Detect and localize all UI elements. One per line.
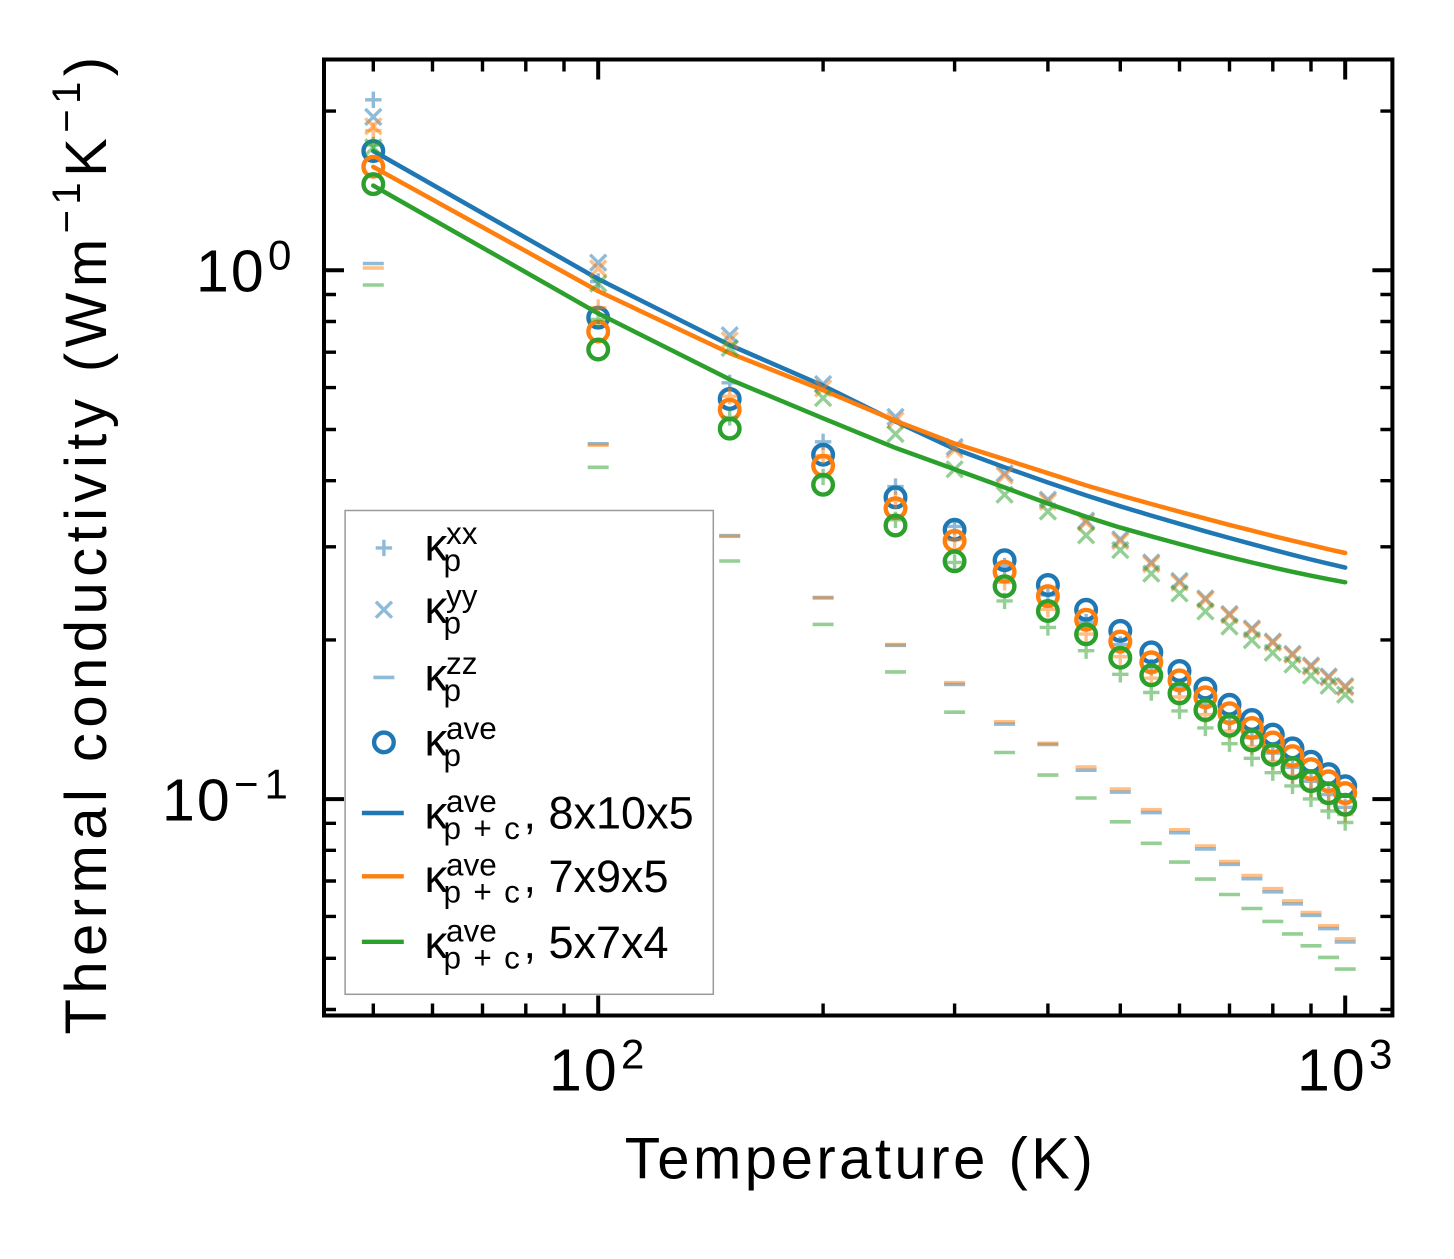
svg-text:3: 3: [1369, 1031, 1394, 1078]
svg-text:, 5x7x4: , 5x7x4: [524, 917, 669, 968]
svg-text:κ: κ: [425, 850, 449, 902]
svg-text:yy: yy: [446, 578, 478, 614]
svg-text:p: p: [444, 542, 462, 578]
svg-text:, 8x10x5: , 8x10x5: [524, 788, 694, 839]
svg-text:p + c: p + c: [444, 874, 522, 910]
svg-text:zz: zz: [446, 645, 478, 681]
svg-text:p + c: p + c: [444, 940, 522, 976]
svg-text:2: 2: [621, 1031, 646, 1078]
svg-text:p + c: p + c: [444, 810, 522, 846]
svg-text:, 7x9x5: , 7x9x5: [524, 851, 669, 902]
svg-text:−1: −1: [234, 760, 294, 807]
svg-text:ave: ave: [446, 847, 497, 883]
svg-text:xx: xx: [446, 515, 478, 551]
svg-text:κ: κ: [425, 519, 449, 571]
svg-text:κ: κ: [425, 916, 449, 968]
svg-text:10: 10: [549, 1038, 619, 1104]
svg-text:ave: ave: [446, 783, 497, 819]
svg-text:p: p: [444, 737, 462, 773]
svg-text:10: 10: [196, 239, 266, 305]
svg-text:κ: κ: [425, 581, 449, 633]
svg-text:p: p: [444, 672, 462, 708]
svg-text:0: 0: [268, 232, 293, 279]
svg-text:p: p: [444, 605, 462, 641]
svg-text:Temperature (K): Temperature (K): [625, 1126, 1097, 1191]
svg-text:κ: κ: [425, 714, 449, 766]
svg-text:ave: ave: [446, 710, 497, 746]
svg-text:10: 10: [162, 767, 232, 833]
svg-text:10: 10: [1297, 1038, 1367, 1104]
svg-text:κ: κ: [425, 649, 449, 701]
svg-text:κ: κ: [425, 787, 449, 839]
svg-text:ave: ave: [446, 913, 497, 949]
